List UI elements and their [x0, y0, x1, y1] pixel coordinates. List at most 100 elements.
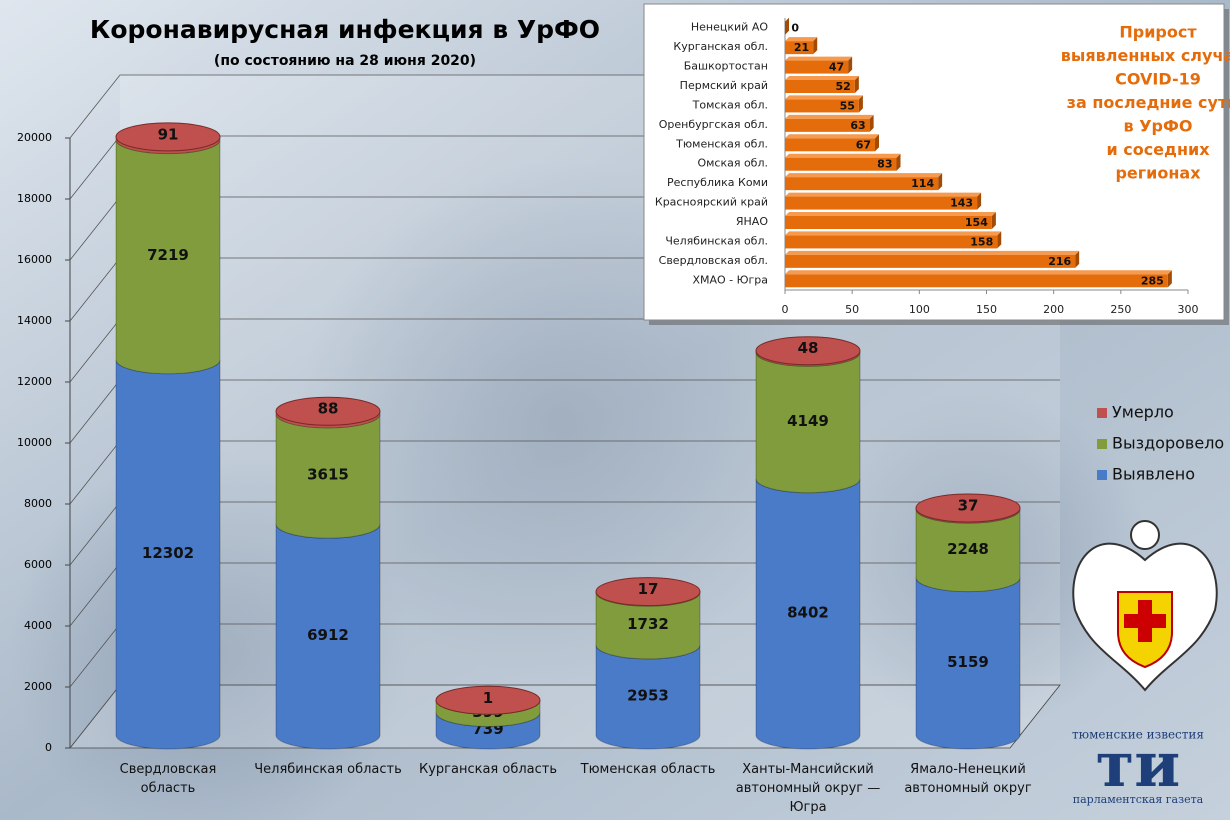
value-label: 4149 [787, 412, 829, 430]
bar [785, 254, 1076, 268]
value-label: 114 [911, 177, 934, 190]
x-tick-label: Свердловская область [119, 762, 217, 796]
y-tick-label: 16000 [17, 253, 52, 266]
bar [785, 99, 859, 113]
x-tick-label: Тюменская область [580, 762, 716, 777]
value-label: 67 [856, 138, 871, 151]
value-label: 216 [1048, 255, 1071, 268]
bar [785, 60, 849, 74]
x-tick-label: Курганская область [418, 762, 558, 777]
cylinder-top [755, 336, 861, 366]
bar [785, 177, 939, 191]
bar-side [991, 212, 996, 229]
y-tick-label: Тюменская обл. [675, 137, 768, 150]
cylinder-top [435, 685, 541, 715]
value-label: 3615 [307, 466, 349, 484]
bar-side [848, 56, 853, 74]
bar-top [785, 212, 996, 216]
bar-side [813, 37, 818, 55]
value-label: 83 [877, 158, 892, 171]
bar-side [854, 76, 859, 93]
value-label: 6912 [307, 626, 349, 644]
bar [785, 157, 897, 171]
value-label: 21 [794, 41, 809, 54]
x-tick-label: Ямало-Ненецкий автономный округ [904, 762, 1032, 796]
bar-top [785, 76, 859, 80]
cylinder-top [115, 122, 221, 152]
inset-title: выявленных случаев [1061, 46, 1230, 65]
bar-top [785, 231, 1002, 236]
value-label: 1732 [627, 615, 669, 633]
y-tick-label: Омская обл. [697, 157, 768, 170]
bar-side [869, 114, 874, 132]
value-label: 1 [483, 689, 493, 707]
cylinder-top [595, 577, 701, 607]
logo-mark: ти [1096, 728, 1180, 801]
chart-subtitle: (по состоянию на 28 июня 2020) [214, 53, 476, 69]
value-label: 2953 [627, 686, 669, 704]
value-label: 8402 [787, 603, 829, 621]
value-label: 47 [829, 61, 844, 74]
chart-title: Коронавирусная инфекция в УрФО [90, 15, 600, 44]
value-label: 91 [158, 125, 179, 143]
cylinder-top [275, 396, 381, 426]
bar-top [785, 95, 863, 100]
x-tick-label: 0 [782, 303, 789, 316]
y-tick-label: Курганская обл. [673, 40, 768, 53]
cylinder-top [915, 493, 1021, 523]
inset-title: за последние сутки [1067, 93, 1230, 112]
bar-top [785, 250, 1080, 255]
inset-plot: 0 50 100 150 200 250 300 Ненецкий АО 0 Курганская… [655, 17, 1230, 316]
value-label: 48 [798, 339, 819, 357]
x-tick-label: 200 [1043, 303, 1064, 316]
bar-side [785, 17, 789, 35]
value-label: 17 [638, 580, 659, 598]
bar-side [858, 95, 863, 113]
y-tick-label: 0 [45, 741, 52, 754]
y-tick-label: 12000 [17, 375, 52, 388]
y-tick-label: 20000 [17, 131, 52, 144]
y-tick-label: 2000 [24, 680, 52, 693]
y-tick-label: 14000 [17, 314, 52, 327]
x-tick-label: 100 [909, 303, 930, 316]
value-label: 55 [840, 99, 855, 112]
inset-title: Прирост [1119, 23, 1197, 42]
y-tick-label: Республика Коми [667, 176, 768, 189]
bar-side [997, 231, 1002, 249]
y-tick-label: 4000 [24, 619, 52, 632]
bar-side [938, 173, 943, 191]
bar-top [785, 192, 982, 197]
y-tick-label: 6000 [24, 558, 52, 571]
value-label: 63 [850, 119, 865, 132]
legend-label: Умерло [1112, 403, 1174, 422]
legend-label: Выздоровело [1112, 434, 1224, 453]
value-label: 154 [965, 216, 988, 229]
legend-swatch [1097, 439, 1107, 449]
value-label: 7219 [147, 246, 189, 264]
bar-top [785, 114, 874, 119]
value-label: 88 [318, 400, 339, 418]
x-tick-label: Челябинская область [254, 762, 402, 777]
bar-top [785, 56, 853, 61]
y-tick-label: Томская обл. [692, 98, 768, 111]
bar [785, 138, 876, 152]
y-tick-label: Красноярский край [655, 196, 768, 209]
legend-swatch [1097, 470, 1107, 480]
value-label: 0 [791, 22, 799, 35]
x-tick-label: Ханты-Мансийский автономный округ — Югра [735, 762, 881, 815]
bar-side [977, 192, 982, 210]
bar [785, 118, 870, 132]
y-tick-label: Ненецкий АО [691, 21, 768, 34]
inset-title: регионах [1115, 164, 1201, 183]
inset-title: COVID-19 [1115, 70, 1201, 89]
legend-swatch [1097, 408, 1107, 418]
y-tick-label: 10000 [17, 436, 52, 449]
y-tick-label: 8000 [24, 497, 52, 510]
bar [785, 80, 855, 93]
inset-title: и соседних [1106, 140, 1210, 159]
bar-top [785, 173, 943, 178]
bar [785, 216, 992, 229]
value-label: 37 [958, 496, 979, 514]
value-label: 285 [1141, 274, 1164, 287]
bar [785, 235, 998, 249]
